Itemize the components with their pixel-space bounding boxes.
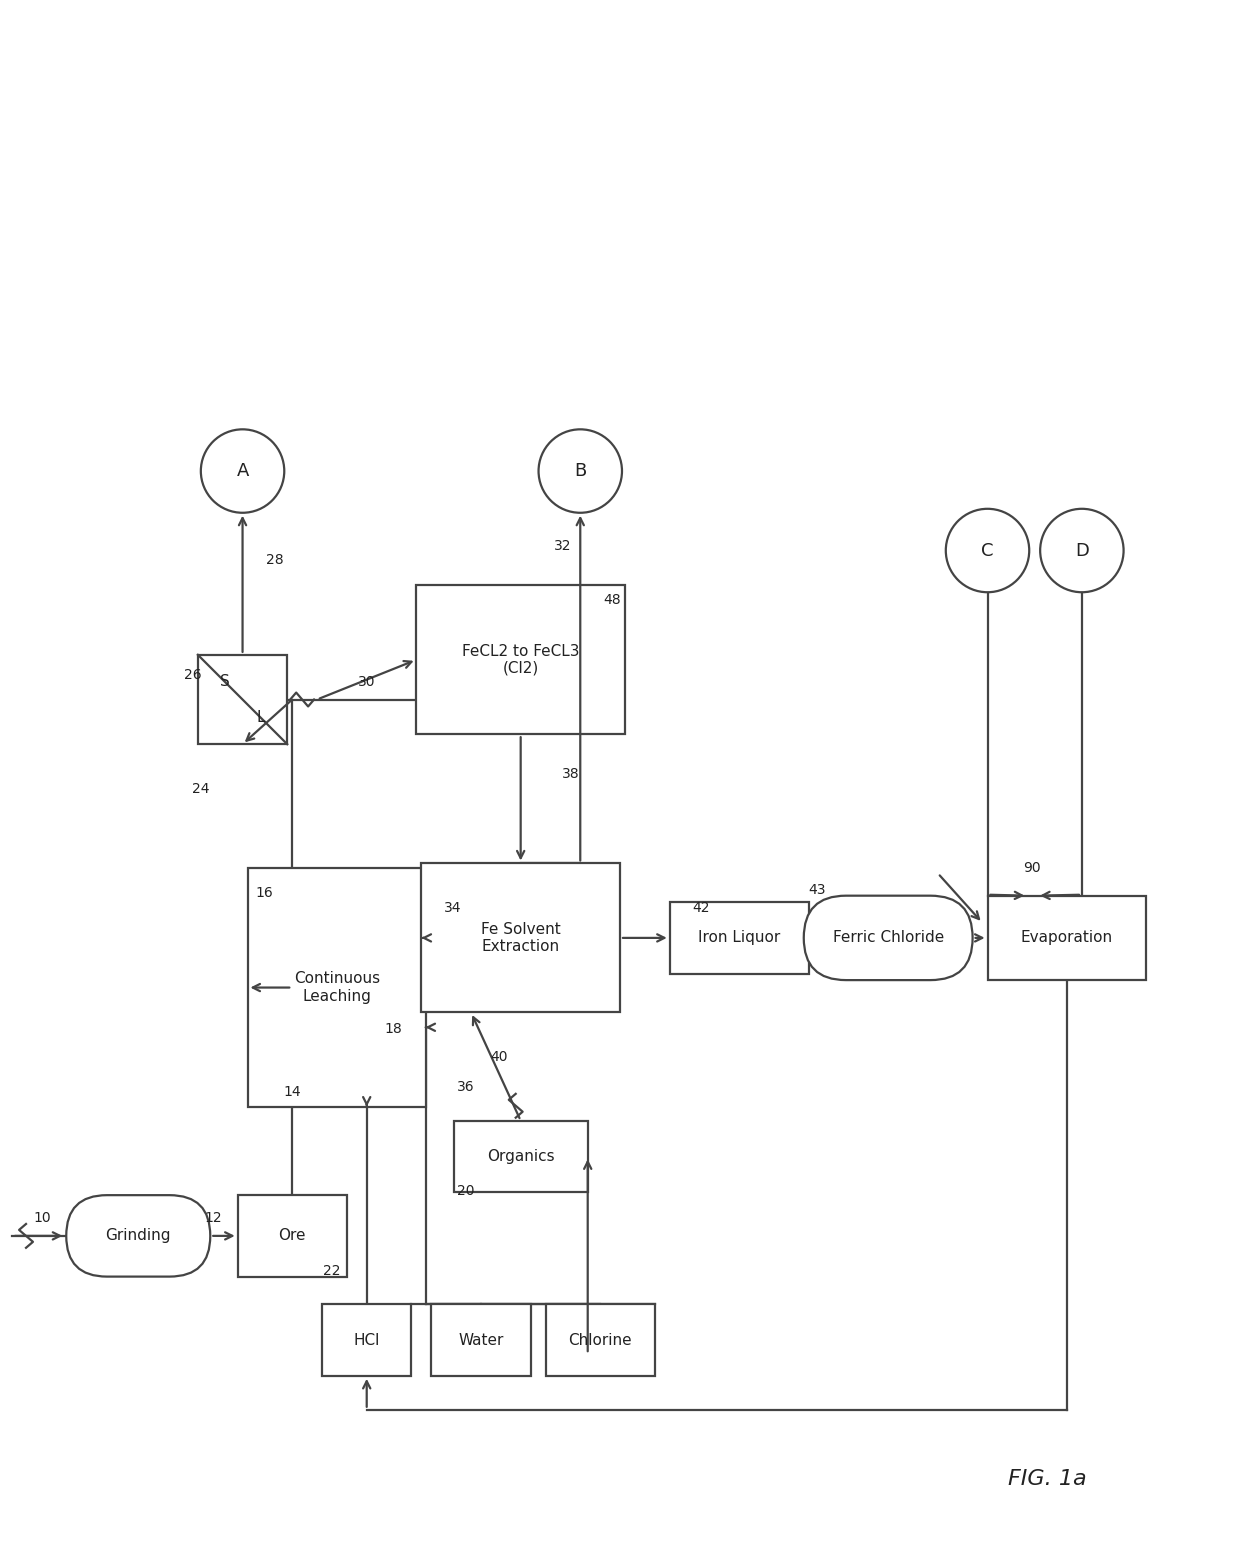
Text: D: D bbox=[1075, 542, 1089, 559]
Text: Evaporation: Evaporation bbox=[1021, 931, 1114, 945]
Circle shape bbox=[946, 508, 1029, 592]
Bar bbox=[454, 1120, 588, 1193]
Circle shape bbox=[538, 429, 622, 513]
Bar bbox=[546, 1304, 655, 1376]
Text: S: S bbox=[219, 674, 229, 689]
Text: Chlorine: Chlorine bbox=[568, 1332, 632, 1348]
Text: 42: 42 bbox=[693, 902, 711, 915]
Bar bbox=[432, 1304, 531, 1376]
Text: 48: 48 bbox=[603, 593, 621, 607]
Text: 12: 12 bbox=[203, 1211, 222, 1225]
Text: Continuous
Leaching: Continuous Leaching bbox=[294, 971, 379, 1004]
Circle shape bbox=[201, 429, 284, 513]
Text: 14: 14 bbox=[284, 1084, 301, 1098]
Text: L: L bbox=[257, 709, 264, 725]
Text: 34: 34 bbox=[444, 902, 461, 915]
Text: 20: 20 bbox=[458, 1183, 475, 1199]
Bar bbox=[670, 902, 808, 974]
Bar bbox=[238, 1196, 347, 1276]
Text: 22: 22 bbox=[324, 1264, 341, 1278]
Bar bbox=[248, 869, 427, 1106]
Circle shape bbox=[1040, 508, 1123, 592]
Text: 36: 36 bbox=[458, 1080, 475, 1094]
Text: A: A bbox=[237, 462, 249, 480]
Bar bbox=[198, 655, 288, 744]
Text: 18: 18 bbox=[384, 1022, 403, 1036]
Text: 26: 26 bbox=[184, 668, 202, 682]
Text: FIG. 1a: FIG. 1a bbox=[1008, 1470, 1086, 1489]
Bar bbox=[322, 1304, 412, 1376]
Text: HCl: HCl bbox=[353, 1332, 379, 1348]
Text: FeCL2 to FeCL3
(Cl2): FeCL2 to FeCL3 (Cl2) bbox=[463, 643, 579, 675]
Text: Fe Solvent
Extraction: Fe Solvent Extraction bbox=[481, 922, 560, 954]
Text: B: B bbox=[574, 462, 587, 480]
Text: 32: 32 bbox=[553, 539, 572, 553]
Text: Organics: Organics bbox=[487, 1149, 554, 1163]
Text: 24: 24 bbox=[192, 782, 210, 796]
FancyBboxPatch shape bbox=[804, 895, 972, 981]
Text: 40: 40 bbox=[490, 1050, 507, 1064]
Bar bbox=[417, 586, 625, 734]
Bar bbox=[422, 863, 620, 1013]
Text: Water: Water bbox=[459, 1332, 503, 1348]
Text: 30: 30 bbox=[358, 675, 376, 689]
Text: 16: 16 bbox=[255, 886, 273, 900]
Text: 38: 38 bbox=[562, 767, 579, 781]
Text: 43: 43 bbox=[808, 883, 826, 897]
Text: Ore: Ore bbox=[279, 1228, 306, 1244]
FancyBboxPatch shape bbox=[66, 1196, 211, 1276]
Text: 90: 90 bbox=[1023, 861, 1042, 875]
Text: C: C bbox=[981, 542, 993, 559]
Text: Iron Liquor: Iron Liquor bbox=[698, 931, 780, 945]
Text: Grinding: Grinding bbox=[105, 1228, 171, 1244]
Bar bbox=[987, 895, 1147, 981]
Text: 28: 28 bbox=[265, 553, 283, 567]
Text: Ferric Chloride: Ferric Chloride bbox=[832, 931, 944, 945]
Text: 10: 10 bbox=[33, 1211, 51, 1225]
